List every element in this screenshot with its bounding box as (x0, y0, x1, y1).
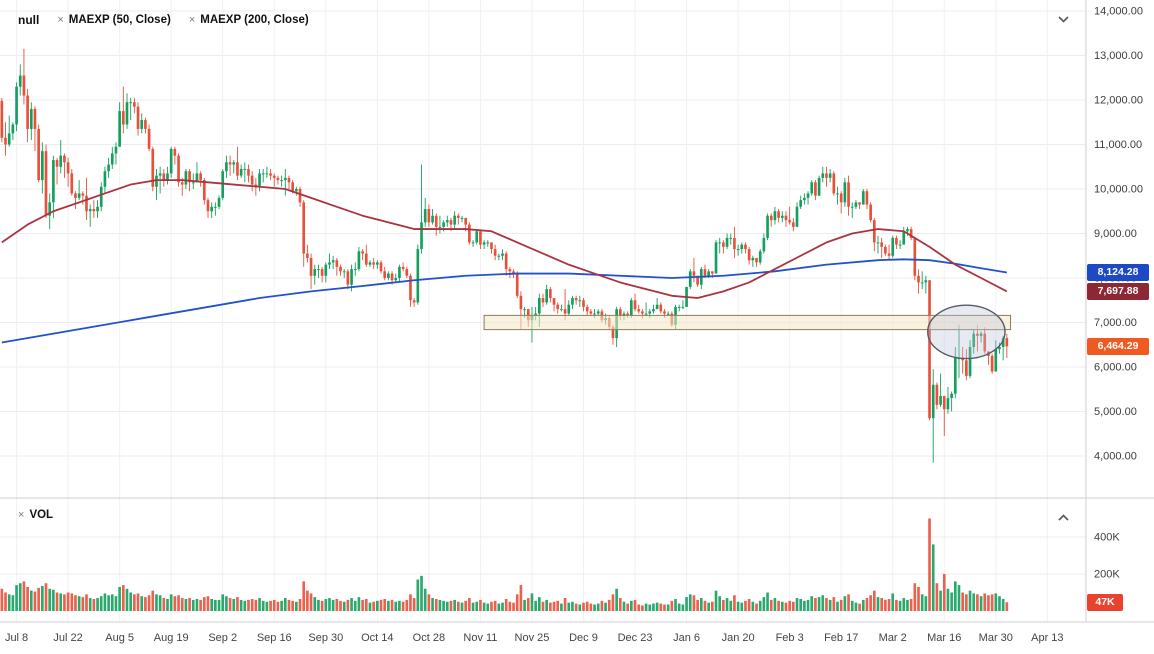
svg-text:Jan 6: Jan 6 (673, 632, 700, 644)
svg-text:Feb 17: Feb 17 (824, 632, 858, 644)
svg-text:Jul 8: Jul 8 (5, 632, 28, 644)
svg-text:Sep 30: Sep 30 (308, 632, 343, 644)
close-volume-icon[interactable]: × (18, 508, 25, 521)
svg-text:Mar 16: Mar 16 (927, 632, 961, 644)
svg-text:13,000.00: 13,000.00 (1094, 50, 1143, 62)
svg-text:Oct 28: Oct 28 (413, 632, 445, 644)
svg-text:Jul 22: Jul 22 (53, 632, 82, 644)
last-price-badge: 6,464.29 (1087, 337, 1149, 355)
svg-text:Sep 16: Sep 16 (257, 632, 292, 644)
ma50-line (1, 179, 1008, 299)
axis-labels: 14,000.00 13,000.00 12,000.00 11,000.00 10,0… (5, 6, 1143, 645)
svg-text:Nov 25: Nov 25 (515, 632, 550, 644)
svg-text:Apr 13: Apr 13 (1031, 632, 1063, 644)
svg-text:Dec 23: Dec 23 (618, 632, 653, 644)
svg-text:Oct 14: Oct 14 (361, 632, 393, 644)
main-pane-legend: null × MAEXP (50, Close) × MAEXP (200, C… (18, 13, 309, 27)
series-title: null (18, 13, 40, 27)
study-item-ma200: × MAEXP (200, Close) (189, 14, 309, 26)
study-item-ma50: × MAEXP (50, Close) (57, 14, 170, 26)
ma200-line (1, 258, 1007, 344)
svg-text:5,000.00: 5,000.00 (1094, 406, 1137, 418)
svg-text:9,000.00: 9,000.00 (1094, 228, 1137, 240)
study-label-ma200: MAEXP (200, Close) (200, 14, 309, 26)
svg-text:Nov 11: Nov 11 (463, 632, 497, 644)
svg-text:10,000.00: 10,000.00 (1094, 184, 1143, 196)
ma50-value-badge: 7,697.88 (1087, 282, 1149, 300)
volume-pane-legend: × VOL (18, 509, 53, 521)
expand-volume-pane-icon[interactable] (1054, 510, 1072, 524)
svg-text:Sep 2: Sep 2 (208, 632, 237, 644)
ellipse-annotation[interactable] (927, 304, 1006, 360)
svg-text:14,000.00: 14,000.00 (1094, 6, 1143, 18)
price-axis[interactable] (1086, 0, 1154, 622)
svg-text:Aug 5: Aug 5 (105, 632, 134, 644)
svg-text:11,000.00: 11,000.00 (1094, 139, 1142, 151)
svg-text:Mar 30: Mar 30 (979, 632, 1013, 644)
study-item-volume: × VOL (18, 509, 53, 521)
svg-text:Mar 2: Mar 2 (879, 632, 907, 644)
support-zone-drawing[interactable] (483, 314, 1012, 331)
study-label-ma50: MAEXP (50, Close) (68, 14, 171, 26)
svg-text:Aug 19: Aug 19 (154, 632, 189, 644)
collapse-main-pane-icon[interactable] (1054, 12, 1072, 26)
time-axis[interactable] (0, 623, 1086, 654)
volume-study-label: VOL (29, 509, 54, 521)
svg-text:12,000.00: 12,000.00 (1094, 95, 1143, 107)
svg-text:Dec 9: Dec 9 (569, 632, 598, 644)
svg-text:7,000.00: 7,000.00 (1094, 317, 1137, 329)
volume-bars-layer (0, 518, 1009, 611)
gridlines (0, 0, 1086, 622)
svg-text:Jan 20: Jan 20 (722, 632, 755, 644)
svg-text:6,000.00: 6,000.00 (1094, 362, 1137, 374)
close-study-ma50-icon[interactable]: × (57, 13, 64, 26)
svg-text:4,000.00: 4,000.00 (1094, 451, 1137, 463)
svg-text:400K: 400K (1094, 532, 1120, 544)
volume-value-badge: 47K (1087, 593, 1123, 611)
svg-text:Feb 3: Feb 3 (776, 632, 804, 644)
ma200-value-badge: 8,124.28 (1087, 263, 1149, 281)
svg-text:200K: 200K (1094, 569, 1120, 581)
candles-layer (0, 48, 1009, 463)
close-study-ma200-icon[interactable]: × (188, 13, 196, 26)
